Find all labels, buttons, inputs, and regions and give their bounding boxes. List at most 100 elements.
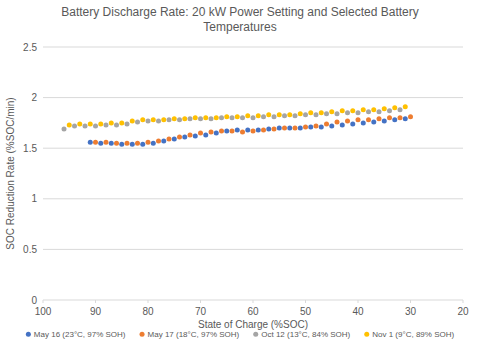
grid-line [43, 148, 463, 149]
point [356, 117, 361, 122]
point [240, 115, 245, 120]
point [308, 110, 313, 115]
y-tick-label: 2 [31, 92, 37, 103]
point [198, 116, 203, 121]
point [104, 140, 109, 145]
point [361, 107, 366, 112]
point [67, 122, 72, 127]
point [371, 119, 376, 124]
x-tick-label: 90 [90, 306, 102, 317]
point [287, 125, 292, 130]
point [266, 126, 271, 131]
x-tick [463, 300, 464, 303]
point [193, 115, 198, 120]
point [88, 121, 93, 126]
point [319, 110, 324, 115]
x-tick [95, 300, 96, 303]
point [340, 122, 345, 127]
point [350, 108, 355, 113]
point [329, 109, 334, 114]
legend-label: Nov 1 (9°C, 89% SOH) [372, 330, 454, 339]
point [387, 108, 392, 113]
point [156, 118, 161, 123]
legend-label: Oct 12 (13°C, 84% SOH) [261, 330, 350, 339]
point [251, 128, 256, 133]
point [403, 104, 408, 109]
point [177, 135, 182, 140]
point [303, 124, 308, 129]
x-tick-label: 80 [142, 306, 154, 317]
point [93, 123, 98, 128]
point [161, 117, 166, 122]
point [177, 117, 182, 122]
point [172, 137, 177, 142]
point [83, 123, 88, 128]
grid-line [43, 97, 463, 98]
point [93, 140, 98, 145]
point [261, 114, 266, 119]
grid-line [43, 198, 463, 199]
point [230, 115, 235, 120]
point [314, 112, 319, 117]
point [72, 123, 77, 128]
point [398, 115, 403, 120]
point [167, 117, 172, 122]
point [172, 116, 177, 121]
point [345, 118, 350, 123]
point [77, 121, 82, 126]
point [88, 140, 93, 145]
point [398, 107, 403, 112]
point [119, 142, 124, 147]
y-tick-label: 2.5 [23, 42, 37, 53]
background [0, 0, 480, 348]
point [188, 133, 193, 138]
x-tick-label: 30 [405, 306, 417, 317]
point [203, 115, 208, 120]
x-tick [200, 300, 201, 303]
series [88, 116, 408, 146]
point [219, 115, 224, 120]
legend-marker [26, 332, 31, 337]
x-tick [358, 300, 359, 303]
point [392, 117, 397, 122]
x-axis-label: State of Charge (%SOC) [198, 319, 308, 330]
point [224, 128, 229, 133]
point [104, 122, 109, 127]
legend-marker [253, 332, 258, 337]
x-tick [43, 300, 44, 303]
point [203, 133, 208, 138]
point [62, 126, 67, 131]
point [256, 113, 261, 118]
point [366, 117, 371, 122]
point [98, 141, 103, 146]
point [403, 116, 408, 121]
point [293, 113, 298, 118]
point [371, 107, 376, 112]
point [167, 137, 172, 142]
point [277, 125, 282, 130]
point [224, 114, 229, 119]
x-tick-label: 70 [195, 306, 207, 317]
point [135, 119, 140, 124]
point [324, 111, 329, 116]
point [408, 114, 413, 119]
x-tick-label: 40 [352, 306, 364, 317]
point [135, 141, 140, 146]
point [377, 109, 382, 114]
point [146, 140, 151, 145]
point [382, 106, 387, 111]
point [114, 141, 119, 146]
point [182, 135, 187, 140]
point [324, 121, 329, 126]
point [272, 126, 277, 131]
point [329, 123, 334, 128]
point [109, 141, 114, 146]
point [125, 141, 130, 146]
point [308, 124, 313, 129]
x-tick [253, 300, 254, 303]
x-tick [410, 300, 411, 303]
point [214, 131, 219, 136]
point [198, 131, 203, 136]
point [335, 119, 340, 124]
point [387, 115, 392, 120]
